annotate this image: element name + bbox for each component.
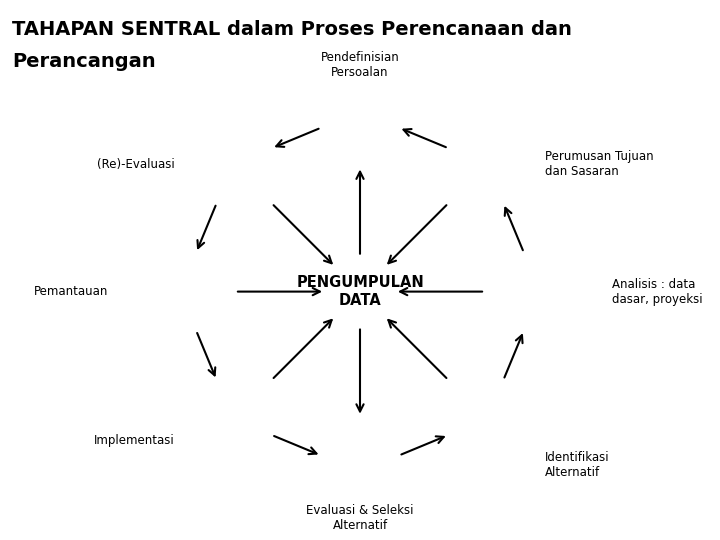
Text: TAHAPAN SENTRAL dalam Proses Perencanaan dan: TAHAPAN SENTRAL dalam Proses Perencanaan… xyxy=(12,20,572,39)
Text: Analisis : data
dasar, proyeksi: Analisis : data dasar, proyeksi xyxy=(612,278,703,306)
Text: Identifikasi
Alternatif: Identifikasi Alternatif xyxy=(545,451,610,480)
Text: Perancangan: Perancangan xyxy=(12,52,156,71)
Text: (Re)-Evaluasi: (Re)-Evaluasi xyxy=(97,158,175,171)
Text: Evaluasi & Seleksi
Alternatif: Evaluasi & Seleksi Alternatif xyxy=(306,504,414,532)
Text: Pendefinisian
Persoalan: Pendefinisian Persoalan xyxy=(320,51,400,79)
Text: PENGUMPULAN
DATA: PENGUMPULAN DATA xyxy=(296,275,424,308)
Text: Perumusan Tujuan
dan Sasaran: Perumusan Tujuan dan Sasaran xyxy=(545,150,654,178)
Text: Implementasi: Implementasi xyxy=(94,434,175,447)
Text: Pemantauan: Pemantauan xyxy=(34,285,108,298)
